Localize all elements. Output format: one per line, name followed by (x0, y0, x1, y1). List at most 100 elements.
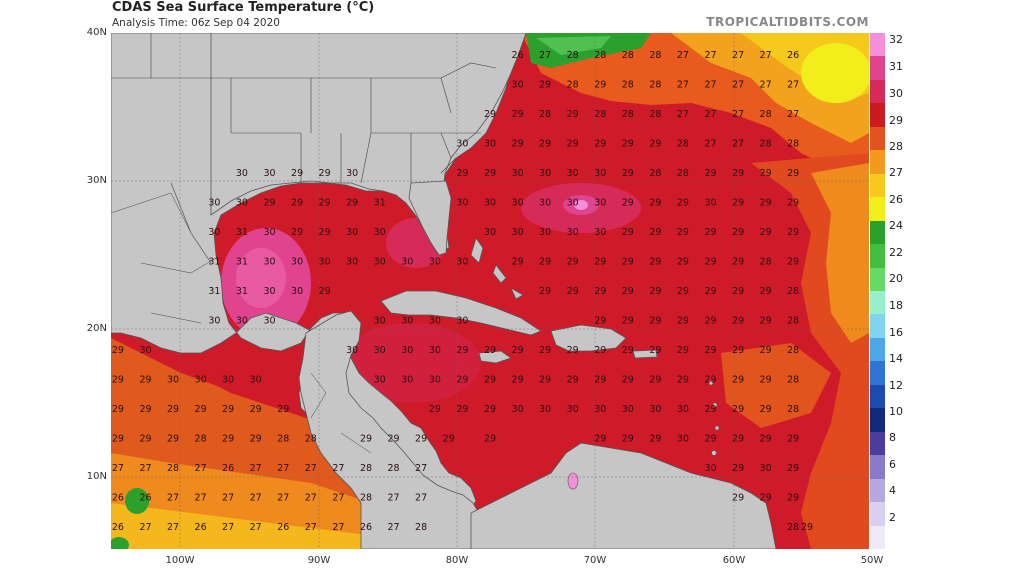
sst-value-label: 29 (567, 345, 579, 356)
sst-value-label: 29 (594, 375, 606, 386)
sst-value-label: 29 (677, 316, 689, 327)
sst-value-label: 29 (319, 227, 331, 238)
sst-value-label: 29 (732, 345, 744, 356)
sst-value-label: 26 (277, 522, 289, 533)
sst-value-label: 26 (512, 50, 524, 61)
sst-value-label: 30 (484, 139, 496, 150)
sst-value-label: 29 (443, 433, 455, 444)
sst-value-label: 30 (346, 227, 358, 238)
sst-value-label: 29 (291, 168, 303, 179)
sst-value-label: 29 (456, 375, 468, 386)
sst-value-label: 30 (401, 345, 413, 356)
sst-value-label: 29 (167, 433, 179, 444)
sst-value-label: 29 (415, 433, 427, 444)
sst-value-label: 29 (704, 316, 716, 327)
land-antilles-1 (708, 380, 714, 386)
legend-label: 8 (889, 431, 896, 444)
sst-value-label: 27 (732, 109, 744, 120)
sst-value-label: 27 (732, 50, 744, 61)
sst-value-label: 29 (704, 404, 716, 415)
color-legend (870, 33, 885, 550)
sst-value-label: 31 (236, 227, 248, 238)
sst-value-label: 27 (112, 463, 124, 474)
sst-value-label: 29 (760, 433, 772, 444)
sst-value-label: 28 (567, 80, 579, 91)
lat-label-40n: 40N (86, 27, 107, 38)
sst-value-label: 28 (787, 404, 799, 415)
sst-value-label: 30 (374, 227, 386, 238)
legend-swatch (870, 408, 885, 433)
sst-value-label: 29 (456, 345, 468, 356)
sst-value-label: 29 (594, 139, 606, 150)
legend-label: 22 (889, 246, 903, 259)
sst-value-label: 29 (346, 198, 358, 209)
sst-value-label: 28 (195, 433, 207, 444)
sst-value-label: 29 (787, 433, 799, 444)
sst-value-label: 29 (760, 345, 772, 356)
legend-label: 32 (889, 33, 903, 46)
sst-value-label: 29 (594, 345, 606, 356)
sst-atlantic-32 (574, 200, 588, 210)
land-south-america (470, 442, 777, 549)
sst-value-label: 29 (539, 375, 551, 386)
sst-value-label: 29 (732, 198, 744, 209)
sst-gulf-31-core (236, 248, 286, 308)
legend-label: 28 (889, 140, 903, 153)
sst-value-label: 29 (622, 375, 634, 386)
sst-value-label: 29 (677, 286, 689, 297)
sst-value-label: 29 (649, 345, 661, 356)
sst-value-label: 29 (250, 404, 262, 415)
sst-value-label: 28 (277, 433, 289, 444)
sst-value-label: 26 (787, 50, 799, 61)
sst-value-label: 30 (236, 198, 248, 209)
sst-value-label: 29 (760, 316, 772, 327)
sst-value-label: 31 (236, 286, 248, 297)
sst-value-label: 29 (677, 257, 689, 268)
lat-label-10n: 10N (86, 471, 107, 482)
sst-value-label: 29 (732, 168, 744, 179)
grid-lines (111, 33, 869, 549)
sst-value-label: 27 (332, 492, 344, 503)
sst-value-label: 29 (594, 316, 606, 327)
sst-value-label: 30 (139, 345, 151, 356)
sst-value-label: 29 (760, 404, 772, 415)
sst-value-label: 29 (567, 109, 579, 120)
sst-value-label: 29 (512, 109, 524, 120)
sst-value-label: 30 (539, 227, 551, 238)
sst-value-label: 30 (263, 316, 275, 327)
sst-value-label: 29 (622, 345, 634, 356)
sst-value-label: 29 (484, 404, 496, 415)
sst-value-label: 31 (208, 257, 220, 268)
sst-value-label: 29 (319, 198, 331, 209)
sst-value-label: 30 (401, 316, 413, 327)
sst-value-label: 29 (539, 139, 551, 150)
sst-value-label: 30 (594, 404, 606, 415)
sst-value-label: 27 (332, 463, 344, 474)
sst-value-label: 29 (387, 433, 399, 444)
sst-value-label: 29 (319, 286, 331, 297)
sst-value-labels: 26 27 28 28 28 28 27 27 27 27 26 30 29 28 29 28 28 27 27 27… (112, 50, 813, 533)
land-central-america (298, 310, 482, 549)
sst-value-label: 29 (649, 227, 661, 238)
sst-value-label: 29 (677, 345, 689, 356)
sst-value-label: 29 (622, 257, 634, 268)
sst-value-label: 29 (704, 433, 716, 444)
sst-value-label: 29 (760, 227, 772, 238)
sst-value-label: 29 (732, 463, 744, 474)
sst-value-label: 29 (539, 345, 551, 356)
sst-value-label: 29 (801, 522, 813, 533)
sst-value-label: 30 (594, 198, 606, 209)
sst-value-label: 30 (567, 404, 579, 415)
sst-value-label: 30 (291, 257, 303, 268)
sst-value-label: 29 (484, 345, 496, 356)
sst-value-label: 29 (704, 375, 716, 386)
legend-swatch (870, 56, 885, 81)
sst-value-label: 29 (112, 404, 124, 415)
sst-value-label: 27 (250, 463, 262, 474)
sst-value-label: 29 (787, 492, 799, 503)
legend-swatch (870, 431, 885, 456)
sst-value-label: 29 (512, 345, 524, 356)
sst-value-label: 29 (677, 227, 689, 238)
sst-value-label: 28 (787, 375, 799, 386)
sst-value-label: 30 (512, 168, 524, 179)
